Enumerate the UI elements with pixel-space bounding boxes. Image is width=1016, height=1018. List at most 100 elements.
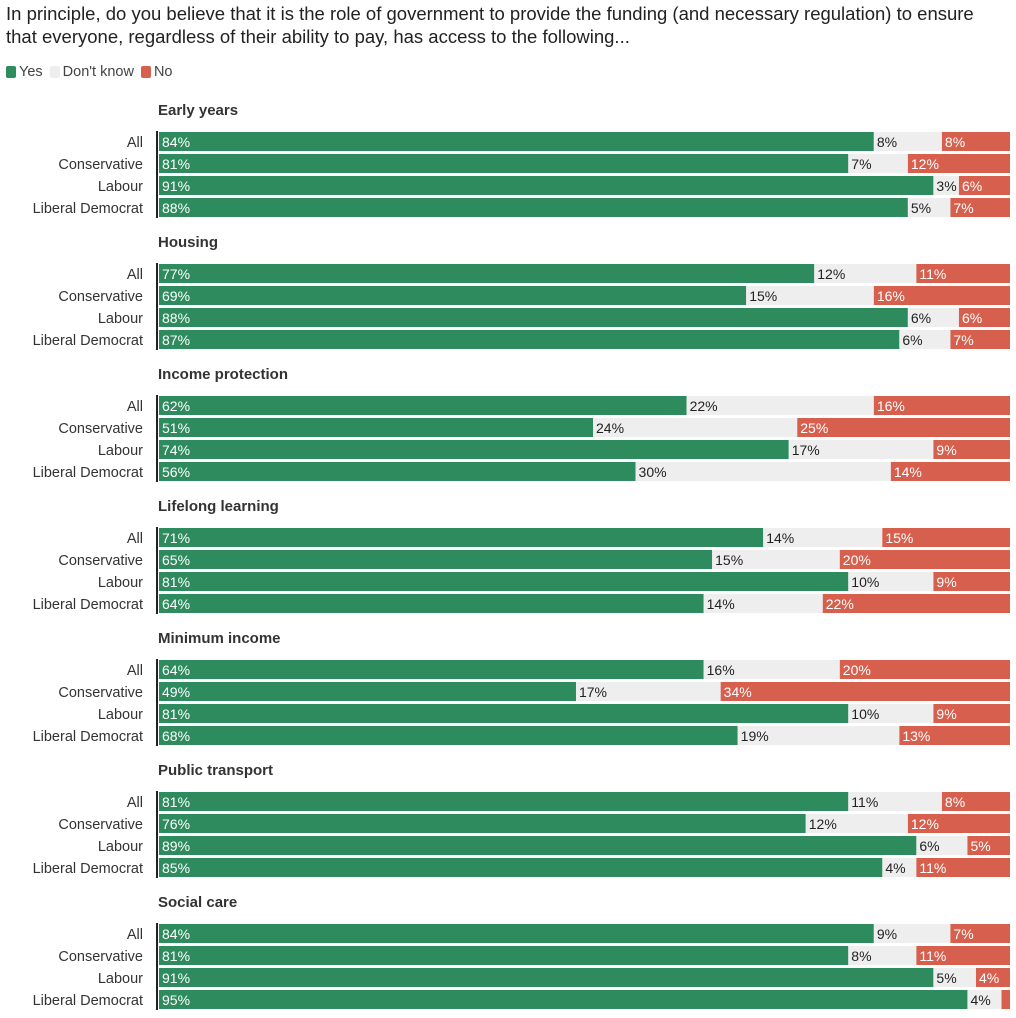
data-label-no: 4%	[979, 970, 999, 986]
bar-segment-no	[839, 550, 1010, 569]
row-label-all: All	[127, 135, 143, 151]
data-label-dont-know: 9%	[877, 926, 897, 942]
group-title-housing: Housing	[158, 234, 218, 251]
data-label-dont-know: 3%	[936, 178, 956, 194]
bar-segment-yes	[159, 308, 908, 327]
data-label-no: 12%	[911, 816, 939, 832]
bar-segment-dont-know	[933, 176, 959, 195]
row-label-labour: Labour	[98, 179, 143, 195]
data-label-yes: 84%	[162, 134, 190, 150]
bar-segment-yes	[159, 330, 900, 349]
data-label-no: 9%	[936, 574, 956, 590]
bar-segment-yes	[159, 264, 815, 283]
data-label-no: 11%	[919, 948, 946, 964]
data-label-dont-know: 30%	[639, 464, 667, 480]
bar-segment-no	[839, 660, 1010, 679]
bar-segment-dont-know	[763, 528, 883, 547]
data-label-dont-know: 6%	[919, 838, 939, 854]
row-label-labour: Labour	[98, 839, 143, 855]
bar-segment-dont-know	[873, 132, 942, 151]
bar-segment-dont-know	[737, 726, 900, 745]
bar-segment-no	[890, 462, 1010, 481]
row-label-liberal-democrat: Liberal Democrat	[33, 465, 143, 481]
data-label-yes: 85%	[162, 860, 190, 876]
data-label-yes: 56%	[162, 464, 190, 480]
data-label-dont-know: 16%	[707, 662, 735, 678]
legend-label-yes: Yes	[19, 64, 43, 80]
bar-segment-no	[916, 858, 1010, 877]
data-label-dont-know: 11%	[851, 794, 878, 810]
axis-line	[156, 263, 158, 350]
data-label-no: 13%	[902, 728, 930, 744]
data-label-dont-know: 10%	[851, 574, 879, 590]
bar-segment-dont-know	[635, 462, 891, 481]
data-label-no: 11%	[919, 860, 946, 876]
bar-segment-yes	[159, 924, 874, 943]
bar-segment-dont-know	[848, 792, 942, 811]
data-label-dont-know: 10%	[851, 706, 879, 722]
row-label-liberal-democrat: Liberal Democrat	[33, 333, 143, 349]
data-label-no: 15%	[885, 530, 913, 546]
row-label-labour: Labour	[98, 971, 143, 987]
data-label-no: 16%	[877, 398, 905, 414]
bar-segment-yes	[159, 176, 934, 195]
bar-segment-no	[916, 264, 1010, 283]
data-label-no: 20%	[843, 552, 871, 568]
row-label-labour: Labour	[98, 443, 143, 459]
bar-segment-yes	[159, 132, 874, 151]
data-label-yes: 69%	[162, 288, 190, 304]
bar-segment-yes	[159, 836, 917, 855]
data-label-yes: 68%	[162, 728, 190, 744]
bar-segment-dont-know	[848, 572, 934, 591]
bar-segment-dont-know	[593, 418, 798, 437]
row-label-all: All	[127, 267, 143, 283]
data-label-dont-know: 8%	[851, 948, 871, 964]
data-label-dont-know: 15%	[749, 288, 777, 304]
data-label-yes: 95%	[162, 992, 190, 1008]
bar-segment-yes	[159, 418, 594, 437]
bar-segment-no	[873, 286, 1010, 305]
bar-segment-dont-know	[873, 924, 951, 943]
data-label-no: 20%	[843, 662, 871, 678]
bar-segment-no	[899, 726, 1010, 745]
data-label-yes: 65%	[162, 552, 190, 568]
data-label-yes: 88%	[162, 310, 190, 326]
row-label-conservative: Conservative	[58, 157, 143, 173]
data-label-no: 9%	[936, 442, 956, 458]
row-label-all: All	[127, 399, 143, 415]
data-label-no: 6%	[962, 178, 982, 194]
row-label-conservative: Conservative	[58, 817, 143, 833]
group-title-social-care: Social care	[158, 894, 237, 911]
data-label-yes: 62%	[162, 398, 190, 414]
row-label-labour: Labour	[98, 311, 143, 327]
data-label-no: 34%	[724, 684, 752, 700]
data-label-yes: 81%	[162, 574, 190, 590]
row-label-liberal-democrat: Liberal Democrat	[33, 597, 143, 613]
data-label-no: 6%	[962, 310, 982, 326]
data-label-no: 22%	[826, 596, 854, 612]
legend: Yes Don't know No	[6, 63, 179, 81]
data-label-dont-know: 6%	[911, 310, 931, 326]
legend-item-dont-know: Don't know	[49, 64, 134, 80]
data-label-yes: 81%	[162, 794, 190, 810]
data-label-no: 14%	[894, 464, 922, 480]
row-label-liberal-democrat: Liberal Democrat	[33, 861, 143, 877]
row-label-all: All	[127, 927, 143, 943]
axis-line	[156, 131, 158, 218]
bar-segment-no	[950, 924, 1010, 943]
axis-line	[156, 923, 158, 1010]
data-label-no: 9%	[936, 706, 956, 722]
data-label-dont-know: 8%	[877, 134, 897, 150]
bar-segment-yes	[159, 704, 849, 723]
bar-segment-no	[958, 308, 1010, 327]
bar-segment-no	[950, 330, 1010, 349]
row-label-conservative: Conservative	[58, 553, 143, 569]
data-label-dont-know: 4%	[970, 992, 990, 1008]
bar-segment-dont-know	[712, 550, 840, 569]
bar-segment-yes	[159, 814, 806, 833]
group-title-minimum-income: Minimum income	[158, 630, 281, 647]
bar-segment-no	[975, 968, 1010, 987]
legend-label-dont-know: Don't know	[62, 64, 134, 80]
bar-segment-dont-know	[848, 704, 934, 723]
data-label-yes: 88%	[162, 200, 190, 216]
